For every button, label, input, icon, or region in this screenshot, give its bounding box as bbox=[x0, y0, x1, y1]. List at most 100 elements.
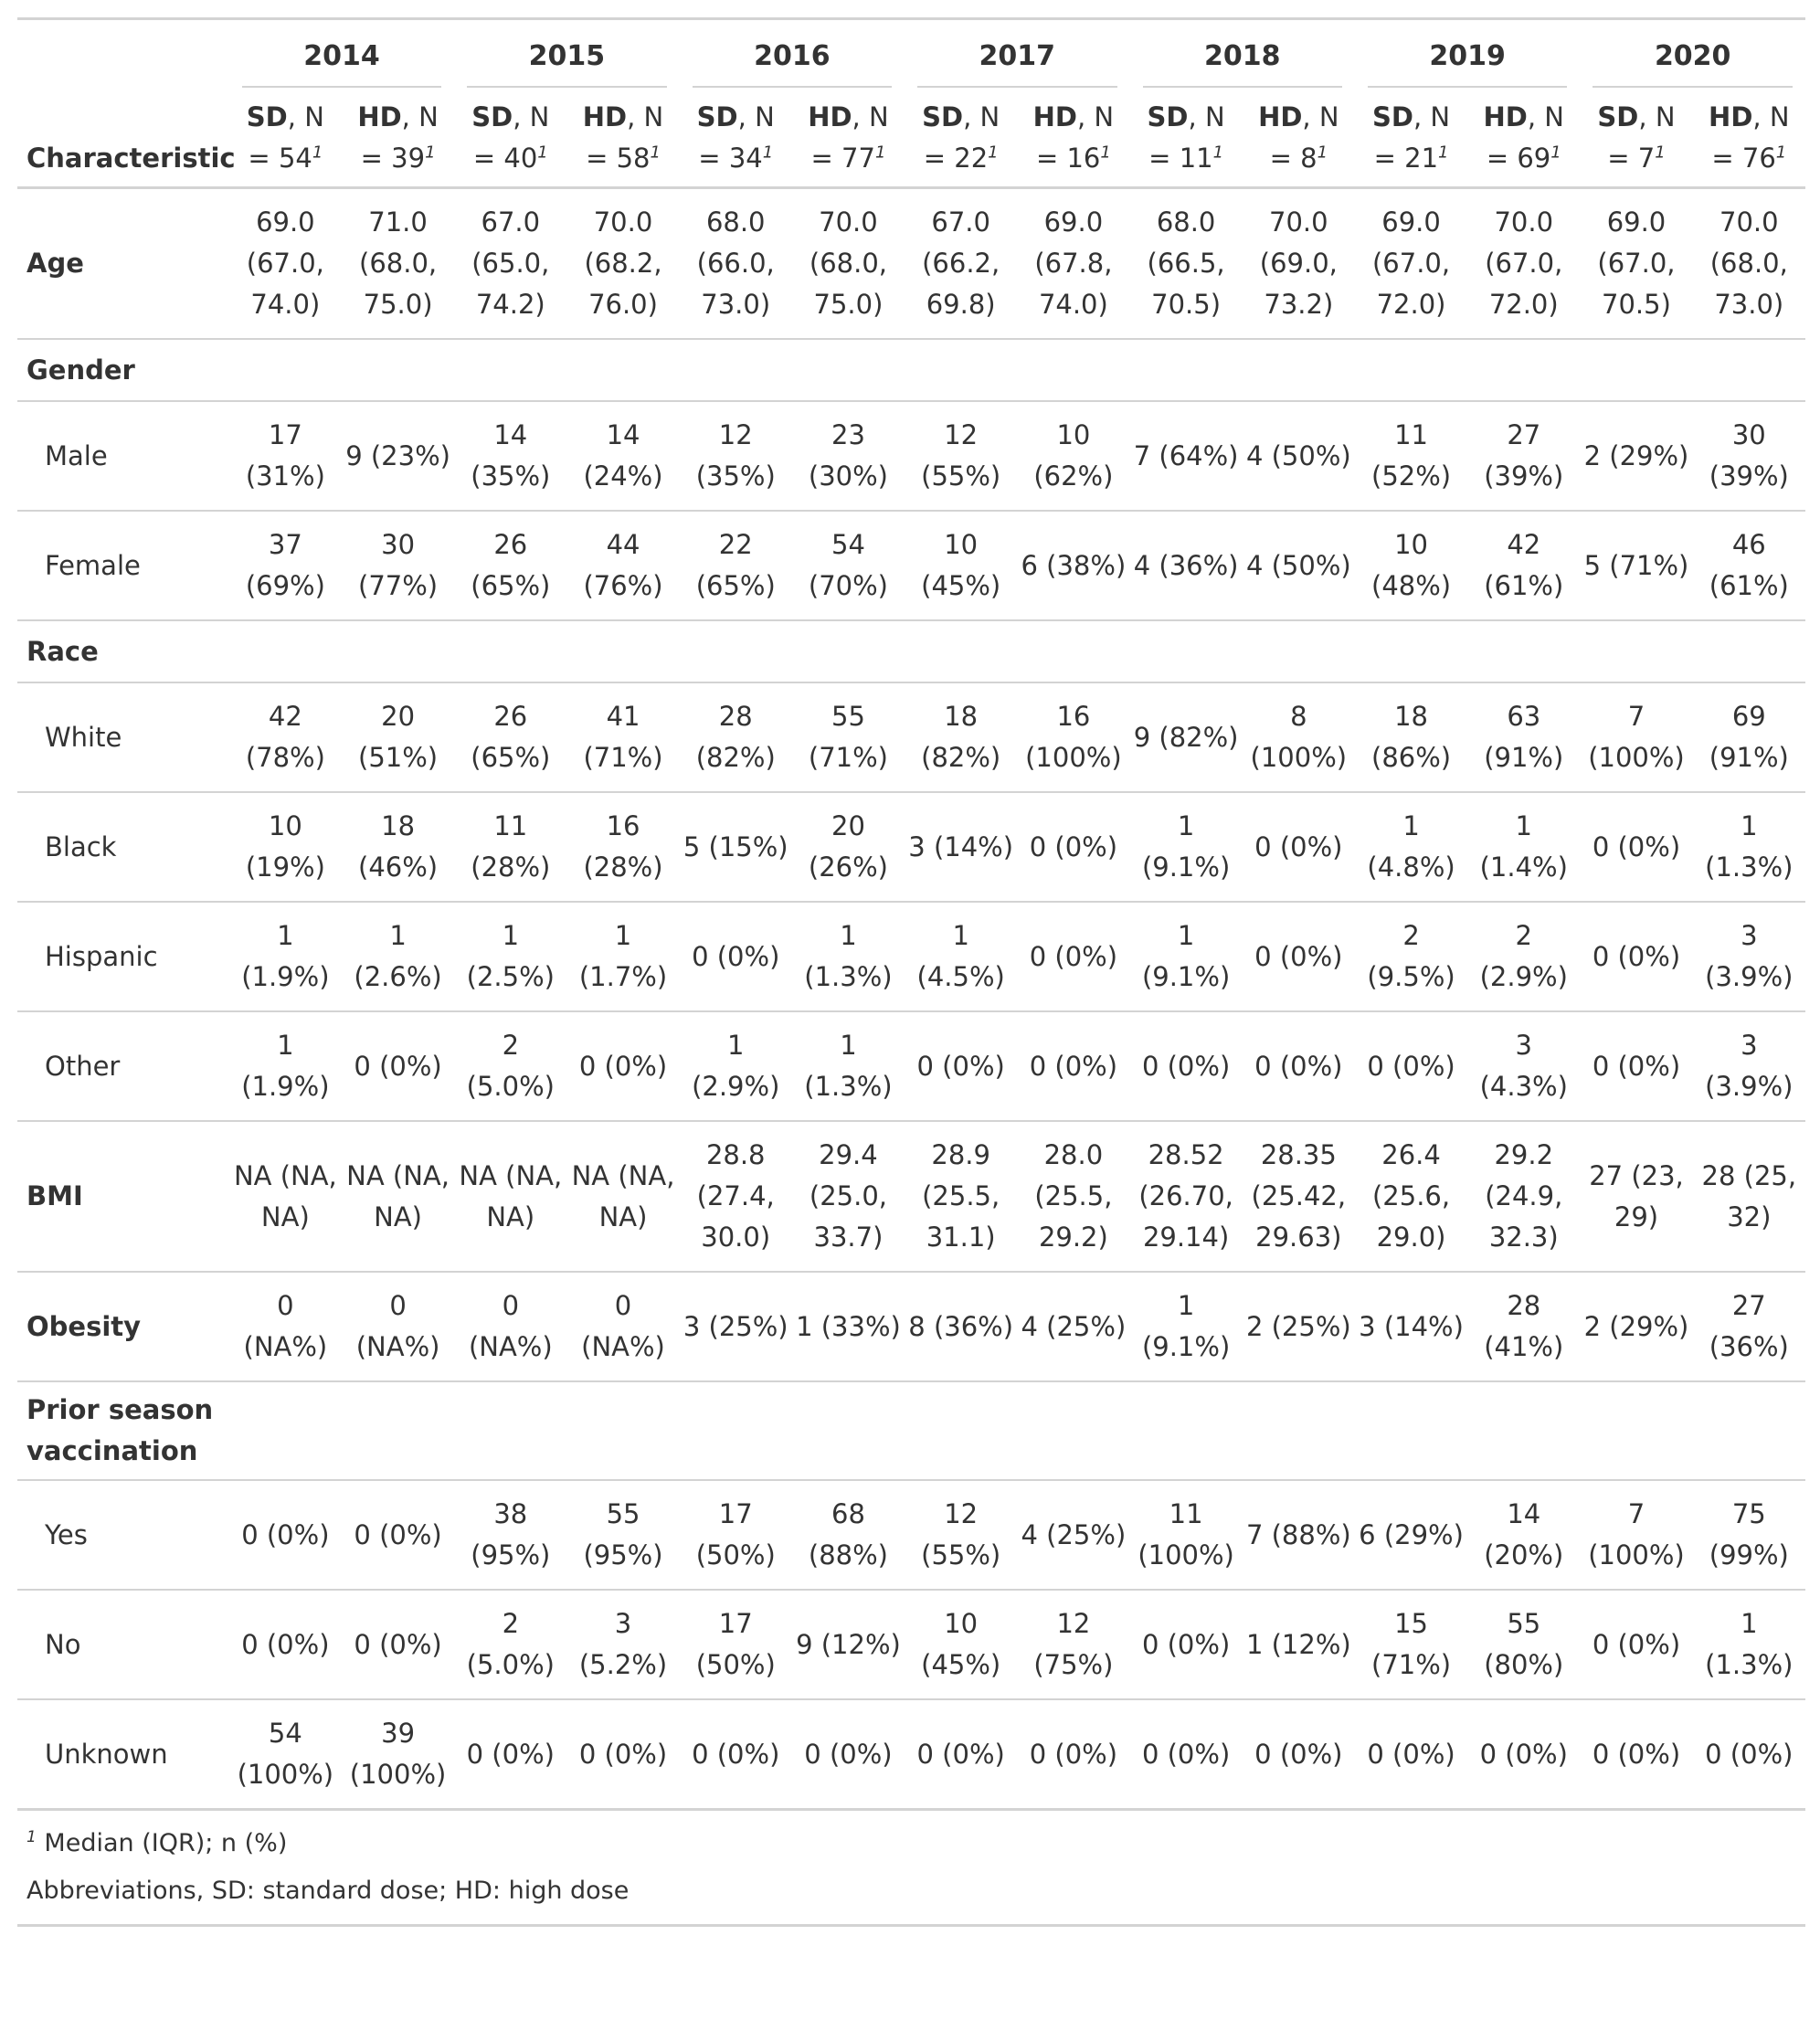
n-label: , N = 69 bbox=[1486, 101, 1564, 174]
arm-label: SD bbox=[471, 101, 513, 132]
abbreviations-note: Abbreviations, SD: standard dose; HD: hi… bbox=[26, 1877, 630, 1905]
table-cell: 28.8 (27.4, 30.0) bbox=[679, 1121, 792, 1273]
table-cell: 69.0 (67.8, 74.0) bbox=[1017, 187, 1130, 340]
table-cell: 0 (0%) bbox=[1354, 1011, 1468, 1122]
footnote-mark: 1 bbox=[1775, 143, 1787, 163]
table-body: Age 69.0 (67.0, 74.0) 71.0 (68.0, 75.0) 67.… bbox=[17, 187, 1805, 1811]
table-row: No 0 (0%) 0 (0%) 2 (5.0%) 3 (5.2%) 17 (50%) 9 … bbox=[17, 1590, 1805, 1700]
table-cell: 3 (14%) bbox=[1354, 1272, 1468, 1382]
year-header: 2016 bbox=[679, 17, 905, 88]
table-cell: 0 (0%) bbox=[1692, 1699, 1805, 1811]
table-cell: 7 (64%) bbox=[1129, 401, 1243, 512]
table-cell: 68 (88%) bbox=[791, 1480, 905, 1591]
table-row: Other 1 (1.9%) 0 (0%) 2 (5.0%) 0 (0%) 1 (2.9%… bbox=[17, 1011, 1805, 1122]
table-footer: 1 Median (IQR); n (%) Abbreviations, SD:… bbox=[17, 1811, 1805, 1927]
table-cell: 0 (0%) bbox=[341, 1011, 455, 1122]
table-cell: 23 (30%) bbox=[791, 401, 905, 512]
table-cell: 4 (25%) bbox=[1017, 1272, 1130, 1382]
column-header: SD, N = 401 bbox=[454, 88, 567, 189]
row-label: Unknown bbox=[17, 1699, 229, 1811]
n-label: , N = 8 bbox=[1269, 101, 1339, 174]
group-spacer bbox=[228, 339, 1805, 402]
year-label: 2014 bbox=[241, 36, 442, 88]
table-cell: 55 (71%) bbox=[791, 682, 905, 793]
footnote-mark: 1 bbox=[425, 143, 436, 163]
characteristic-header: Characteristic bbox=[17, 88, 236, 189]
table-cell: 9 (12%) bbox=[791, 1590, 905, 1700]
table-cell: 68.0 (66.5, 70.5) bbox=[1129, 187, 1243, 340]
table-cell: 2 (29%) bbox=[1580, 401, 1693, 512]
table-cell: 1 (9.1%) bbox=[1129, 1272, 1243, 1382]
arm-label: SD bbox=[1147, 101, 1189, 132]
table-cell: 3 (25%) bbox=[679, 1272, 792, 1382]
table-cell: 37 (69%) bbox=[228, 511, 342, 621]
table-cell: 1 (2.6%) bbox=[341, 902, 455, 1012]
table-cell: 4 (50%) bbox=[1242, 401, 1355, 512]
row-label: Other bbox=[17, 1011, 229, 1122]
arm-label: SD bbox=[1371, 101, 1413, 132]
table-row: Hispanic 1 (1.9%) 1 (2.6%) 1 (2.5%) 1 (1.7%)… bbox=[17, 902, 1805, 1012]
arm-label: HD bbox=[1032, 101, 1077, 132]
footnote-mark: 1 bbox=[1655, 143, 1666, 163]
footnote-mark: 1 bbox=[1550, 143, 1561, 163]
column-header: HD, N = 771 bbox=[791, 88, 905, 189]
table-cell: 70.0 (67.0, 72.0) bbox=[1467, 187, 1581, 340]
table-cell: 12 (55%) bbox=[905, 401, 1018, 512]
year-header: 2015 bbox=[454, 17, 680, 88]
table-cell: 11 (100%) bbox=[1129, 1480, 1243, 1591]
table-cell: 3 (3.9%) bbox=[1692, 902, 1805, 1012]
column-header: SD, N = 221 bbox=[905, 88, 1018, 189]
table-cell: NA (NA, NA) bbox=[228, 1121, 342, 1273]
table-cell: 0 (0%) bbox=[1242, 792, 1355, 903]
table-row: Yes 0 (0%) 0 (0%) 38 (95%) 55 (95%) 17 (50%) 6… bbox=[17, 1480, 1805, 1591]
year-label: 2016 bbox=[692, 36, 893, 88]
table-cell: NA (NA, NA) bbox=[566, 1121, 680, 1273]
table-cell: 0 (0%) bbox=[228, 1590, 342, 1700]
column-header: HD, N = 81 bbox=[1242, 88, 1355, 189]
table-cell: 42 (78%) bbox=[228, 682, 342, 793]
table-cell: 12 (75%) bbox=[1017, 1590, 1130, 1700]
table-cell: 69 (91%) bbox=[1692, 682, 1805, 793]
table-cell: 0 (0%) bbox=[566, 1011, 680, 1122]
table-cell: 70.0 (68.0, 73.0) bbox=[1692, 187, 1805, 340]
table-cell: 1 (9.1%) bbox=[1129, 902, 1243, 1012]
table-cell: 4 (25%) bbox=[1017, 1480, 1130, 1591]
year-header: 2014 bbox=[228, 17, 455, 88]
row-label: Race bbox=[17, 620, 229, 683]
column-header: SD, N = 111 bbox=[1129, 88, 1243, 189]
summary-table-container: 2014 2015 2016 2017 2018 2019 2020 Characteris… bbox=[17, 17, 1805, 1927]
table-cell: 0 (NA%) bbox=[454, 1272, 567, 1382]
table-cell: 1 (2.5%) bbox=[454, 902, 567, 1012]
footnote-mark: 1 bbox=[312, 143, 323, 163]
table-cell: 27 (36%) bbox=[1692, 1272, 1805, 1382]
table-cell: 7 (88%) bbox=[1242, 1480, 1355, 1591]
table-cell: 2 (5.0%) bbox=[454, 1590, 567, 1700]
arm-label: HD bbox=[1258, 101, 1303, 132]
table-cell: 0 (NA%) bbox=[341, 1272, 455, 1382]
table-cell: 6 (38%) bbox=[1017, 511, 1130, 621]
footnote-mark: 1 bbox=[762, 143, 774, 163]
table-cell: 8 (36%) bbox=[905, 1272, 1018, 1382]
group-spacer bbox=[228, 1381, 1805, 1481]
table-cell: 0 (0%) bbox=[1017, 902, 1130, 1012]
table-cell: 27 (39%) bbox=[1467, 401, 1581, 512]
summary-table: 2014 2015 2016 2017 2018 2019 2020 Characteris… bbox=[17, 17, 1805, 1811]
table-cell: 12 (35%) bbox=[679, 401, 792, 512]
table-cell: 10 (19%) bbox=[228, 792, 342, 903]
table-cell: 12 (55%) bbox=[905, 1480, 1018, 1591]
n-label: , N = 58 bbox=[586, 101, 664, 174]
table-cell: 22 (65%) bbox=[679, 511, 792, 621]
table-cell: 30 (77%) bbox=[341, 511, 455, 621]
table-cell: 0 (0%) bbox=[1017, 1011, 1130, 1122]
table-row: Obesity 0 (NA%) 0 (NA%) 0 (NA%) 0 (NA%) 3 (25… bbox=[17, 1272, 1805, 1382]
table-cell: 42 (61%) bbox=[1467, 511, 1581, 621]
table-cell: 1 (1.9%) bbox=[228, 1011, 342, 1122]
row-label: Obesity bbox=[17, 1272, 229, 1382]
group-header-row: Gender bbox=[17, 339, 1805, 402]
table-cell: 17 (31%) bbox=[228, 401, 342, 512]
table-cell: 68.0 (66.0, 73.0) bbox=[679, 187, 792, 340]
table-cell: 14 (24%) bbox=[566, 401, 680, 512]
table-cell: 1 (1.7%) bbox=[566, 902, 680, 1012]
arm-label: SD bbox=[1597, 101, 1639, 132]
table-cell: 55 (95%) bbox=[566, 1480, 680, 1591]
